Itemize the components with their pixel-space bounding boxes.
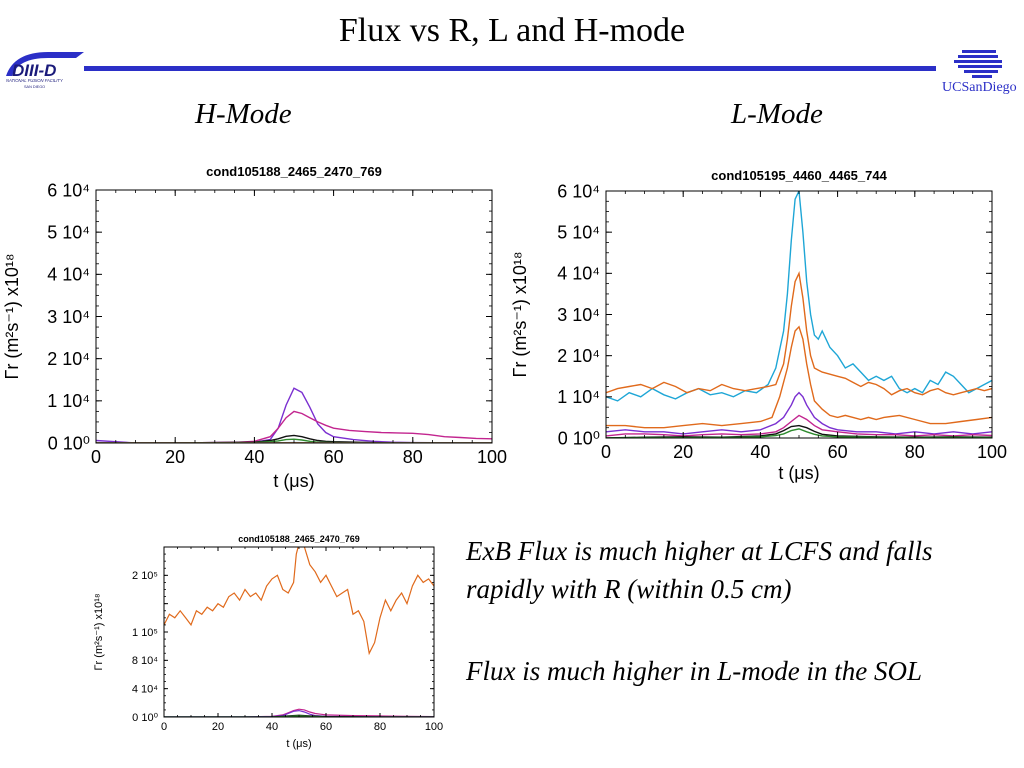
- l-mode-heading: L-Mode: [731, 98, 823, 130]
- y-tick-label: 1 10⁴: [47, 391, 90, 411]
- y-tick-label: 6 10⁴: [47, 180, 90, 200]
- logo-main-text: DIII-D: [12, 61, 56, 80]
- slide-title: Flux vs R, L and H-mode: [338, 12, 686, 49]
- y-tick-label: 8 10⁴: [132, 655, 158, 667]
- y-axis-label: Γr (m²s⁻¹) x10¹⁸: [2, 254, 22, 380]
- x-tick-label: 80: [403, 447, 423, 467]
- flux-finding-2: Flux is much higher in L-mode in the SOL: [466, 656, 922, 686]
- y-tick-label: 1 10⁴: [557, 387, 600, 407]
- y-tick-label: 3 10⁴: [557, 305, 600, 325]
- y-tick-label: 5 10⁴: [47, 222, 90, 242]
- series-line-2: [96, 410, 492, 443]
- y-tick-label: 2 10⁴: [557, 346, 600, 366]
- x-tick-label: 100: [477, 447, 507, 467]
- x-tick-label: 40: [750, 442, 770, 462]
- x-tick-label: 40: [244, 447, 264, 467]
- diii-d-logo: DIII-D NATIONAL FUSION FACILITY SAN DIEG…: [6, 52, 84, 89]
- series-line-3: [606, 325, 992, 429]
- series-line-1: [164, 547, 434, 656]
- x-tick-label: 80: [374, 721, 386, 733]
- y-tick-label: 2 10⁴: [47, 349, 90, 369]
- uc-san-diego-logo: UCSanDiego: [942, 50, 1017, 95]
- y-tick-label: 4 10⁴: [132, 684, 158, 696]
- h-mode-heading: H-Mode: [195, 98, 292, 130]
- x-tick-label: 60: [828, 442, 848, 462]
- x-tick-label: 100: [425, 721, 443, 733]
- logo-right-text: UCSanDiego: [942, 80, 1017, 95]
- y-axis-label: Γr (m²s⁻¹) x10¹⁸: [510, 252, 530, 378]
- plot-frame: [95, 189, 493, 444]
- y-tick-label: 0 10⁰: [48, 433, 90, 453]
- x-tick-label: 100: [977, 442, 1007, 462]
- x-tick-label: 0: [161, 721, 167, 733]
- y-tick-label: 2 10⁵: [132, 570, 158, 582]
- x-tick-label: 60: [320, 721, 332, 733]
- series-line-2: [606, 270, 992, 396]
- x-axis-label: t (μs): [778, 463, 819, 483]
- y-tick-label: 1 10⁵: [132, 627, 158, 639]
- y-tick-label: 5 10⁴: [557, 222, 600, 242]
- y-tick-label: 4 10⁴: [47, 265, 90, 285]
- l-mode-flux-chart: cond105195_4460_4465_744 0 20 40 60 80 100 0 10…: [510, 168, 1007, 483]
- y-tick-label: 0 10⁰: [558, 428, 600, 448]
- x-tick-label: 20: [165, 447, 185, 467]
- x-tick-label: 60: [324, 447, 344, 467]
- series-line-2: [164, 708, 434, 717]
- x-tick-label: 0: [601, 442, 611, 462]
- chart-title: cond105188_2465_2470_769: [238, 534, 360, 544]
- series-line-1: [606, 191, 992, 402]
- chart-title: cond105195_4460_4465_744: [711, 168, 887, 183]
- logo-line1: NATIONAL FUSION FACILITY: [6, 78, 64, 83]
- x-tick-label: 20: [673, 442, 693, 462]
- x-tick-label: 0: [91, 447, 101, 467]
- plot-frame: [163, 546, 435, 718]
- chart-title: cond105188_2465_2470_769: [206, 164, 382, 179]
- h-mode-flux-chart: cond105188_2465_2470_769 0 20 40 60 80 100 0 10…: [2, 164, 507, 491]
- title-rule: [84, 66, 936, 71]
- series-line-4: [606, 391, 992, 435]
- y-tick-label: 4 10⁴: [557, 264, 600, 284]
- x-tick-label: 40: [266, 721, 278, 733]
- y-axis-label: Γr (m²s⁻¹) x10¹⁸: [93, 594, 105, 671]
- y-tick-label: 6 10⁴: [557, 181, 600, 201]
- x-axis-label: t (μs): [273, 471, 314, 491]
- plot-frame: [605, 190, 993, 439]
- flux-finding-1: ExB Flux is much higher at LCFS and fall…: [466, 536, 933, 604]
- h-mode-wide-scale-chart: cond105188_2465_2470_769 0 20 40 60 80 100 0 10…: [93, 534, 443, 750]
- y-tick-label: 0 10⁰: [132, 712, 158, 724]
- logo-line2: SAN DIEGO: [24, 85, 45, 89]
- x-tick-label: 20: [212, 721, 224, 733]
- x-tick-label: 80: [905, 442, 925, 462]
- x-axis-label: t (μs): [286, 738, 311, 750]
- y-tick-label: 3 10⁴: [47, 307, 90, 327]
